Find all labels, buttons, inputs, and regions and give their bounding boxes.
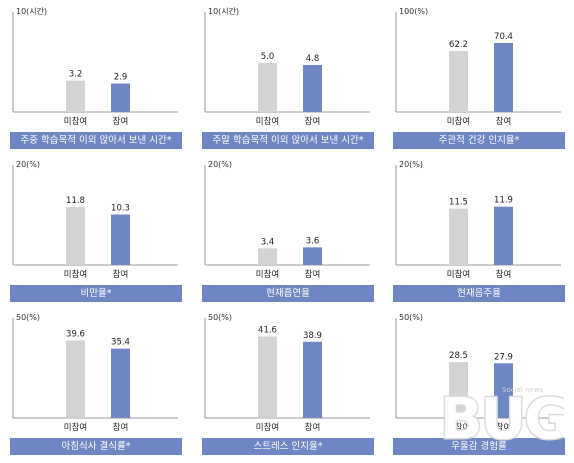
bar-non-participant [449, 362, 468, 418]
chart-title-banner: 현재음주율 [393, 285, 565, 302]
bar-chart: 50(%) 41.6 미참여 38.9 참여 [204, 313, 370, 433]
category-tick-label: 미참여 [64, 422, 87, 433]
category-tick-label: 미참여 [64, 269, 87, 280]
category-tick-label: 미참여 [447, 116, 470, 127]
category-tick-label: 참여 [305, 422, 321, 433]
y-axis-max-label: 100(%) [399, 7, 428, 16]
chart-title-banner: 우울감 경험률 [393, 438, 565, 455]
category-tick-label: 참여 [496, 269, 512, 280]
bar-participant [111, 348, 130, 418]
category-tick-label: 참여 [305, 269, 321, 280]
watermark-text: BUG [440, 387, 564, 444]
data-label: 11.5 [449, 198, 468, 208]
y-axis-max-label: 50(%) [16, 313, 40, 322]
category-tick-label: 미참여 [447, 269, 470, 280]
data-label: 27.9 [494, 352, 513, 362]
bar-non-participant [258, 248, 277, 265]
data-label: 3.6 [306, 236, 320, 246]
bar-non-participant [258, 336, 277, 418]
chart-title-banner: 스트레스 인지율* [202, 438, 374, 455]
data-label: 28.5 [449, 351, 468, 361]
y-axis-max-label: 20(%) [16, 160, 40, 169]
category-tick-label: 참여 [113, 116, 129, 127]
bar-chart: 10(시간) 5.0 미참여 4.8 참여 [204, 6, 370, 127]
bar-non-participant [449, 208, 468, 265]
bar-non-participant [258, 63, 277, 112]
bar-non-participant [449, 51, 468, 112]
y-axis-max-label: 20(%) [399, 160, 423, 169]
bar-participant [494, 206, 513, 265]
data-label: 10.3 [111, 204, 130, 214]
chart-title-banner: 주말 학습목적 이외 앉아서 보낸 시간* [202, 132, 374, 149]
category-tick-label: 참여 [496, 116, 512, 127]
y-axis-max-label: 50(%) [208, 313, 232, 322]
bar-participant [303, 64, 322, 112]
data-label: 11.9 [494, 196, 513, 206]
bar-participant [111, 83, 130, 112]
bar-chart: 20(%) 11.5 미참여 11.9 참여 [395, 160, 561, 280]
chart-title-banner: 비만율* [10, 285, 182, 302]
bug-watermark-logo: Social news BUG [439, 386, 565, 445]
bar-participant [303, 247, 322, 265]
category-tick-label: 미참여 [447, 422, 470, 433]
category-tick-label: 미참여 [256, 116, 279, 127]
chart-title-banner: 현재흡연율 [202, 285, 374, 302]
data-label: 35.4 [111, 338, 130, 348]
bar-chart: 50(%) 39.6 미참여 35.4 참여 [12, 313, 178, 433]
bar-chart: 20(%) 11.8 미참여 10.3 참여 [12, 160, 178, 280]
data-label: 4.8 [306, 54, 320, 64]
y-axis-max-label: 10(시간) [16, 6, 47, 16]
y-axis-max-label: 50(%) [399, 313, 423, 322]
data-label: 3.2 [69, 70, 83, 80]
chart-title-banner: 주중 학습목적 이외 앉아서 보낸 시간* [10, 132, 182, 149]
category-tick-label: 참여 [113, 269, 129, 280]
y-axis-max-label: 20(%) [208, 160, 232, 169]
bar-participant [494, 363, 513, 418]
category-tick-label: 미참여 [256, 422, 279, 433]
bar-chart: 10(시간) 3.2 미참여 2.9 참여 [12, 6, 178, 127]
bar-chart: 50(%) 28.5 미참여 27.9 참여 [395, 313, 561, 433]
y-axis-max-label: 10(시간) [208, 6, 239, 16]
data-label: 2.9 [114, 73, 128, 83]
category-tick-label: 참여 [496, 422, 512, 433]
bar-non-participant [66, 80, 85, 112]
data-label: 5.0 [261, 52, 275, 62]
category-tick-label: 미참여 [64, 116, 87, 127]
bar-participant [494, 43, 513, 113]
bar-chart: 20(%) 3.4 미참여 3.6 참여 [204, 160, 370, 280]
data-label: 11.8 [66, 196, 85, 206]
data-label: 3.4 [261, 237, 275, 247]
chart-title-banner: 아침식사 결식률* [10, 438, 182, 455]
bar-non-participant [66, 340, 85, 418]
data-label: 39.6 [66, 329, 85, 339]
watermark-small-text: Social news [502, 386, 543, 394]
data-label: 41.6 [258, 325, 277, 335]
category-tick-label: 미참여 [256, 269, 279, 280]
data-label: 62.2 [449, 40, 468, 50]
bar-participant [303, 341, 322, 418]
category-tick-label: 참여 [305, 116, 321, 127]
data-label: 38.9 [303, 331, 322, 341]
bar-chart: 100(%) 62.2 미참여 70.4 참여 [395, 7, 561, 127]
data-label: 70.4 [494, 32, 513, 42]
bar-participant [111, 214, 130, 265]
chart-title-banner: 주관적 건강 인지율* [393, 132, 565, 149]
category-tick-label: 참여 [113, 422, 129, 433]
bar-non-participant [66, 207, 85, 265]
